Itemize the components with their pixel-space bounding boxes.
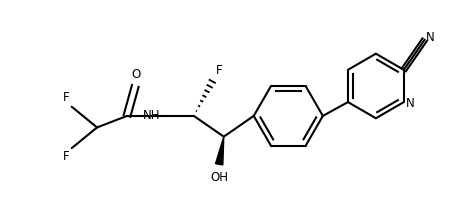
Polygon shape (216, 137, 224, 165)
Text: F: F (63, 91, 69, 104)
Text: NH: NH (143, 109, 160, 123)
Text: O: O (131, 68, 141, 81)
Text: OH: OH (210, 171, 228, 184)
Text: N: N (426, 31, 435, 44)
Text: F: F (63, 150, 69, 164)
Text: F: F (216, 64, 223, 77)
Text: N: N (406, 97, 415, 110)
